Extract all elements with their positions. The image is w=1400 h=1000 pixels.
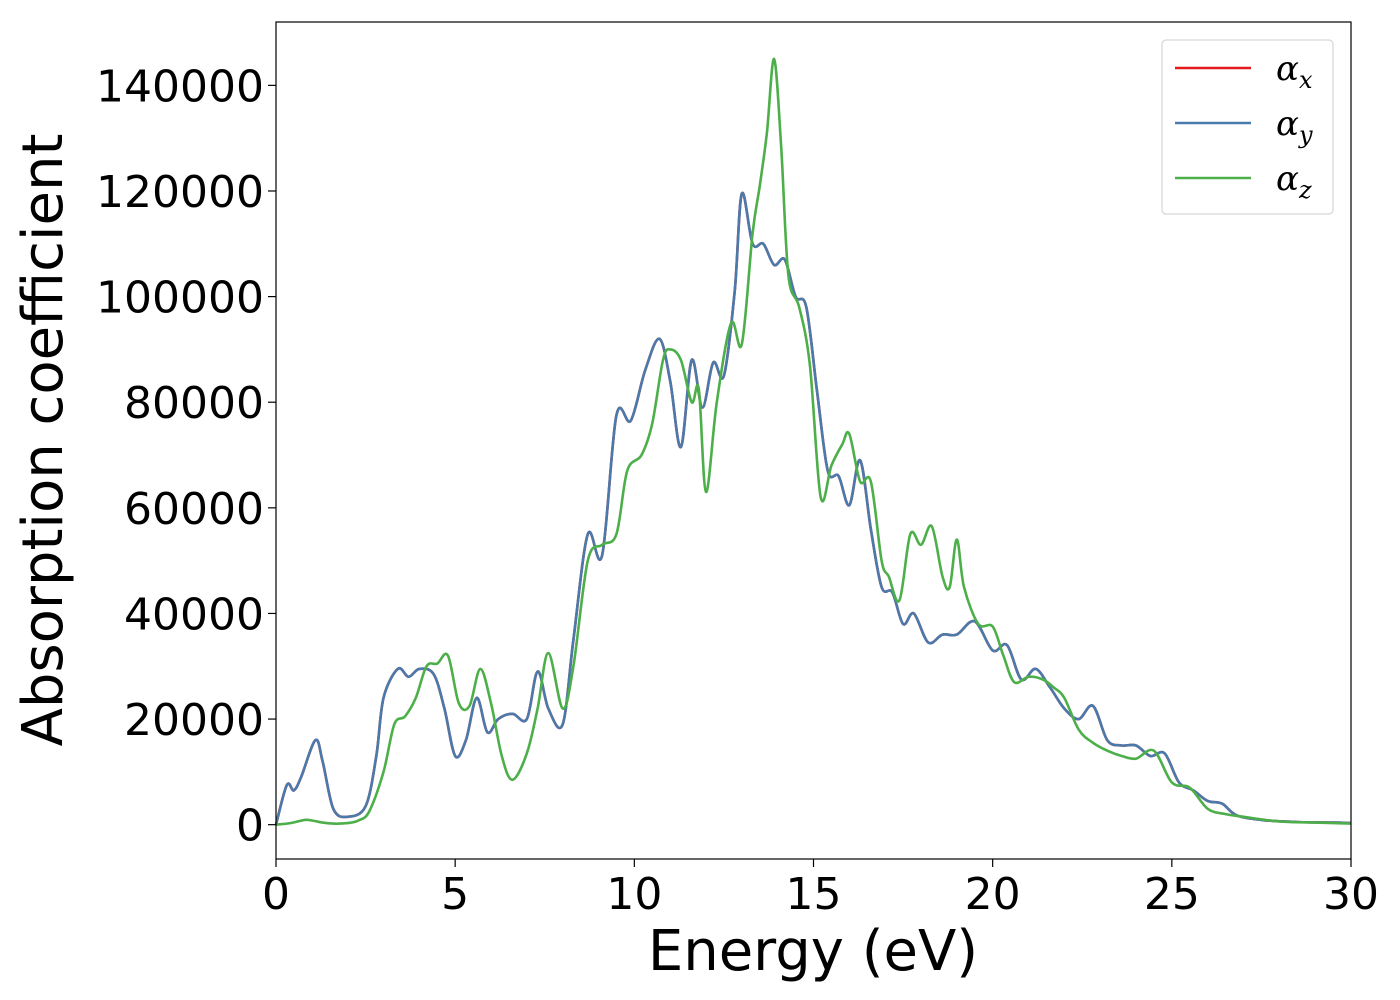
y-tick-label: 0 bbox=[236, 801, 264, 852]
x-tick-label: 20 bbox=[965, 869, 1021, 920]
series-line-z bbox=[275, 57, 1352, 826]
series-line-y bbox=[274, 191, 1352, 826]
y-tick-label: 140000 bbox=[96, 61, 264, 112]
y-tick-label: 40000 bbox=[124, 589, 264, 640]
y-tick-label: 80000 bbox=[124, 378, 264, 429]
y-tick-label: 120000 bbox=[96, 167, 264, 218]
x-tick-label: 10 bbox=[606, 869, 662, 920]
y-tick-label: 60000 bbox=[124, 484, 264, 535]
series-layer bbox=[274, 57, 1352, 826]
y-tick-label: 100000 bbox=[96, 273, 264, 324]
x-tick-label: 15 bbox=[786, 869, 842, 920]
x-tick-label: 0 bbox=[262, 869, 290, 920]
legend-entry-x: αx bbox=[1276, 49, 1313, 94]
x-tick-label: 30 bbox=[1323, 869, 1379, 920]
y-tick-label: 20000 bbox=[124, 695, 264, 746]
x-axis-label: Energy (eV) bbox=[648, 919, 978, 984]
legend-box bbox=[1161, 39, 1334, 215]
legend-entry-y: αy bbox=[1276, 104, 1313, 149]
x-tick-label: 25 bbox=[1144, 869, 1200, 920]
series-line-x bbox=[274, 191, 1352, 826]
legend-subscript-z: z bbox=[1298, 176, 1312, 204]
x-tick-label: 5 bbox=[441, 869, 469, 920]
y-axis-label: Absorption coefficient bbox=[11, 134, 76, 747]
axes: 0 5 10 15 20 25 30 0 20000 40000 60000 80000 100000 1… bbox=[96, 21, 1379, 920]
legend-subscript-y: y bbox=[1298, 121, 1313, 149]
legend-subscript-x: x bbox=[1299, 66, 1313, 94]
